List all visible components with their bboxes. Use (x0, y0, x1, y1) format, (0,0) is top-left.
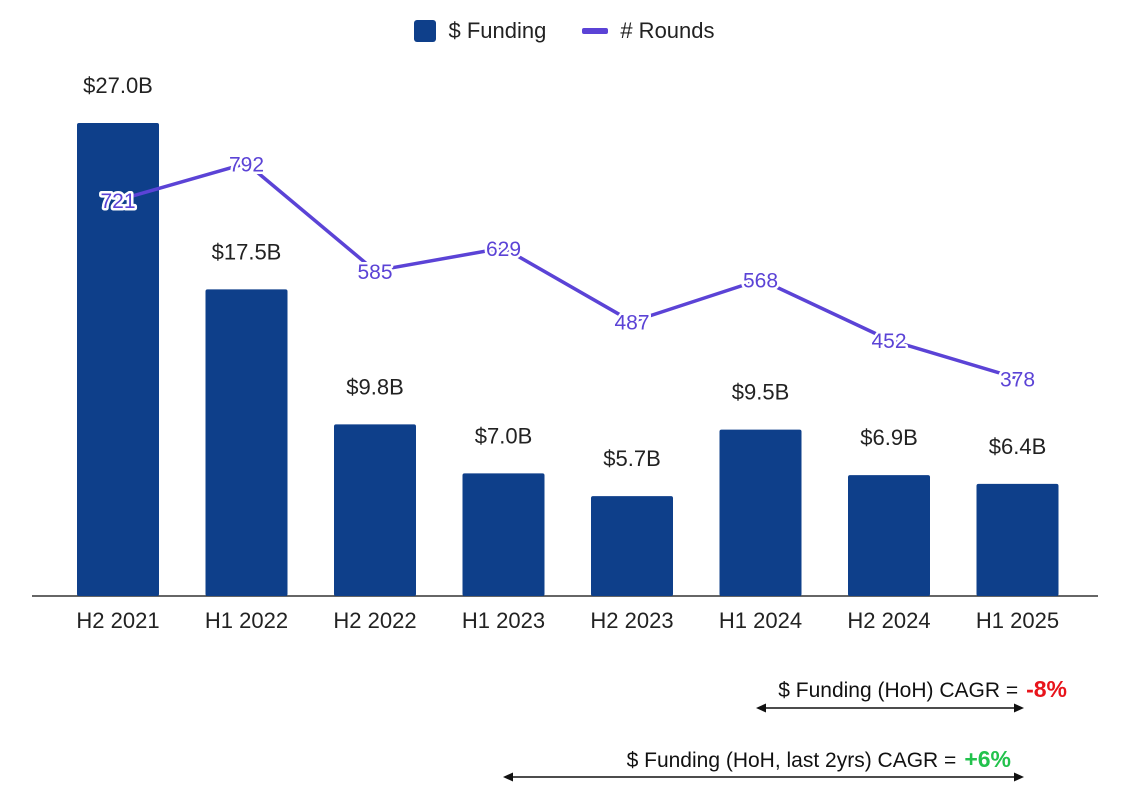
rounds-point-1 (245, 161, 248, 165)
cagr-2yr-annotation: $ Funding (HoH, last 2yrs) CAGR = +6% (627, 746, 1011, 773)
rounds-point-7 (1016, 376, 1019, 380)
legend-item-rounds: # Rounds (582, 18, 715, 44)
rounds-label-1: 792 (229, 153, 264, 176)
rounds-point-2 (373, 269, 377, 273)
legend-label-funding: $ Funding (448, 18, 547, 43)
x-tick-label-3: H1 2023 (462, 608, 545, 633)
x-tick-label-2: H2 2022 (333, 608, 416, 633)
rounds-label-0: 721 (100, 190, 135, 213)
cagr-all-label: $ Funding (HoH) CAGR = (778, 679, 1019, 702)
rounds-point-5 (759, 278, 762, 282)
rounds-label-3: 629 (486, 238, 521, 261)
legend-label-rounds: # Rounds (620, 18, 715, 43)
rounds-label-5: 568 (743, 270, 778, 293)
rounds-line (116, 161, 1020, 381)
x-tick-label-6: H2 2024 (847, 608, 930, 633)
funding-bar-2 (334, 424, 416, 596)
cagr-2yr-label: $ Funding (HoH, last 2yrs) CAGR = (626, 749, 957, 772)
x-tick-label-0: H2 2021 (76, 608, 159, 633)
funding-label-0: $27.0B (83, 73, 153, 98)
cagr-all-annotation: $ Funding (HoH) CAGR = -8% (778, 676, 1067, 703)
cagr-2yr-arrow-head-left (503, 772, 513, 782)
rounds-point-4 (630, 320, 634, 324)
funding-label-1: $17.5B (212, 239, 282, 264)
x-tick-label-5: H1 2024 (719, 608, 802, 633)
rounds-point-3 (502, 246, 505, 250)
rounds-label-7: 378 (1000, 368, 1035, 391)
legend-swatch-rounds (582, 28, 609, 34)
cagr-all-value: -8% (1026, 676, 1067, 702)
rounds-point-6 (887, 338, 891, 342)
funding-label-4: $5.7B (603, 446, 661, 471)
funding-bar-7 (976, 483, 1059, 596)
rounds-label-6: 452 (871, 330, 906, 353)
funding-label-6: $6.9B (860, 425, 918, 450)
x-tick-label-1: H1 2022 (205, 608, 288, 633)
cagr-2yr-value: +6% (964, 746, 1011, 772)
funding-bar-3 (462, 473, 545, 596)
funding-label-3: $7.0B (475, 423, 533, 448)
funding-label-2: $9.8B (346, 374, 404, 399)
rounds-label-4: 487 (614, 312, 649, 335)
legend-item-funding: $ Funding (414, 18, 546, 44)
cagr-all-arrow-head-left (756, 703, 766, 713)
cagr-all-arrow-head-right (1014, 703, 1024, 713)
funding-bar-6 (848, 475, 930, 596)
funding-bar-0 (77, 123, 159, 596)
x-tick-label-7: H1 2025 (976, 608, 1059, 633)
funding-label-5: $9.5B (732, 380, 790, 405)
x-tick-label-4: H2 2023 (590, 608, 673, 633)
cagr-2yr-arrow-head-right (1014, 772, 1024, 782)
legend-swatch-funding (414, 20, 437, 42)
funding-bar-5 (719, 429, 802, 596)
funding-bar-1 (205, 289, 288, 596)
rounds-point-0 (116, 198, 120, 202)
chart-legend: $ Funding # Rounds (0, 18, 1129, 44)
funding-label-7: $6.4B (989, 434, 1047, 459)
funding-bar-4 (591, 496, 673, 596)
rounds-label-2: 585 (357, 261, 392, 284)
